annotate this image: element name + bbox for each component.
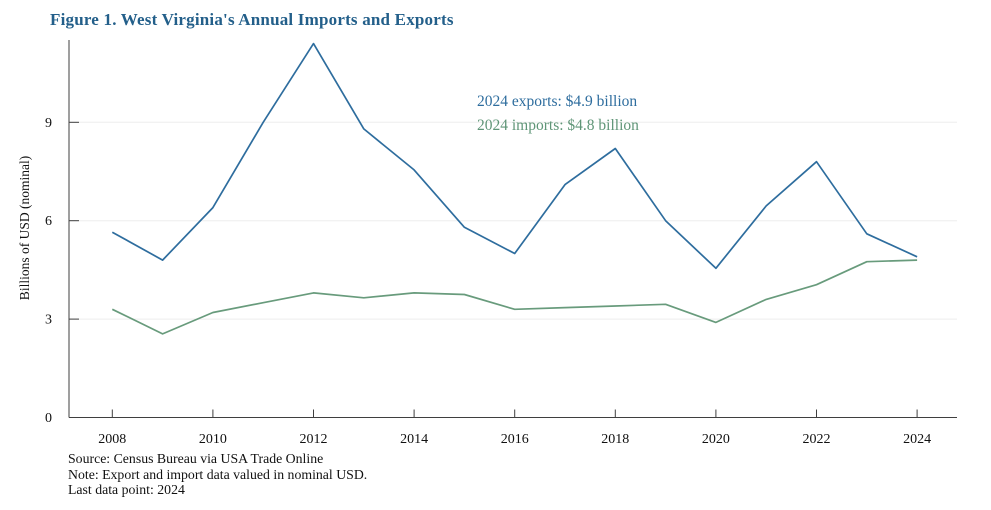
figure-title: Figure 1. West Virginia's Annual Imports… — [50, 10, 454, 29]
last-data-point-note: Last data point: 2024 — [68, 482, 185, 498]
y-tick-label: 9 — [45, 116, 52, 131]
x-tick-label: 2016 — [501, 432, 529, 447]
source-note: Source: Census Bureau via USA Trade Onli… — [68, 451, 324, 466]
exports-annotation: 2024 exports: $4.9 billion — [477, 93, 638, 110]
x-tick-label: 2018 — [601, 432, 629, 447]
exports-line — [111, 42, 918, 270]
y-tick-label: 0 — [45, 411, 52, 426]
x-tick-label: 2014 — [400, 432, 428, 447]
x-tick-label: 2022 — [803, 432, 831, 447]
y-tick-label: 6 — [45, 214, 52, 229]
imports-annotation: 2024 imports: $4.8 billion — [477, 117, 639, 134]
x-tick-label: 2008 — [98, 432, 126, 447]
x-tick-label: 2010 — [199, 432, 227, 447]
valuation-note: Note: Export and import data valued in n… — [68, 466, 368, 482]
footnotes: Source: Census Bureau via USA Trade Onli… — [68, 451, 367, 498]
imports-line — [111, 259, 918, 335]
y-tick-label: 3 — [45, 313, 52, 328]
y-axis-title: Billions of USD (nominal) — [17, 155, 32, 301]
x-tick-label: 2020 — [702, 432, 730, 447]
x-tick-label: 2024 — [903, 432, 931, 447]
x-tick-label: 2012 — [300, 432, 328, 447]
